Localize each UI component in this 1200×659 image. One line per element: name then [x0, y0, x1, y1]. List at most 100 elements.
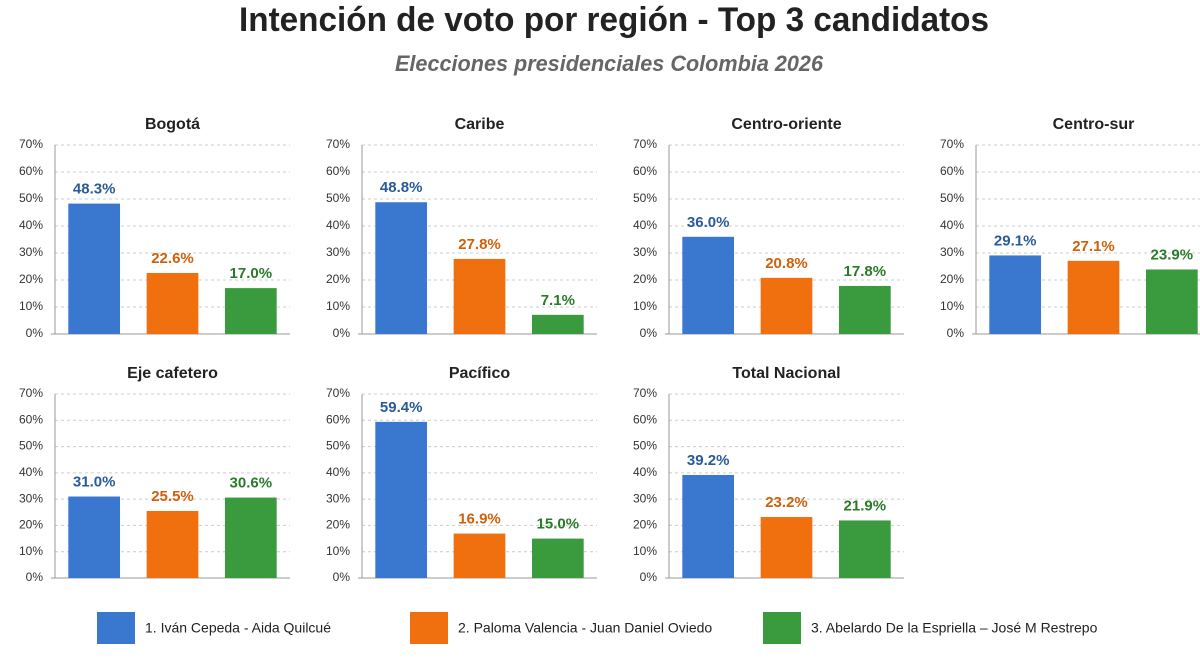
y-tick-label: 40% — [940, 218, 964, 232]
y-tick-label: 60% — [633, 164, 657, 178]
y-tick-label: 20% — [326, 272, 350, 286]
y-tick-label: 60% — [940, 164, 964, 178]
data-label: 25.5% — [151, 488, 194, 505]
y-tick-label: 70% — [633, 137, 657, 151]
data-label: 27.1% — [1072, 238, 1115, 255]
y-tick-label: 70% — [19, 137, 43, 151]
panel-title: Centro-sur — [1053, 116, 1135, 133]
y-tick-label: 50% — [633, 191, 657, 205]
bar — [1145, 269, 1198, 334]
bar — [224, 288, 277, 334]
data-label: 48.8% — [380, 179, 423, 196]
data-label: 17.0% — [230, 265, 273, 282]
data-label: 21.9% — [844, 497, 887, 514]
y-tick-label: 30% — [633, 491, 657, 505]
bar — [838, 520, 891, 578]
y-tick-label: 30% — [19, 491, 43, 505]
bar — [68, 496, 121, 578]
y-tick-label: 30% — [19, 245, 43, 259]
bar — [760, 277, 813, 334]
data-label: 36.0% — [687, 214, 730, 231]
y-tick-label: 50% — [19, 439, 43, 453]
panel-title: Pacífico — [449, 365, 511, 382]
y-tick-label: 50% — [326, 439, 350, 453]
panel-title: Total Nacional — [732, 365, 840, 382]
y-tick-label: 30% — [940, 245, 964, 259]
y-tick-label: 60% — [19, 412, 43, 426]
bar — [682, 236, 735, 334]
y-tick-label: 30% — [326, 491, 350, 505]
bar — [453, 258, 506, 334]
panel-title: Caribe — [455, 116, 505, 133]
data-label: 15.0% — [537, 516, 580, 533]
y-tick-label: 10% — [633, 299, 657, 313]
panel-title: Bogotá — [145, 116, 200, 133]
y-tick-label: 40% — [326, 218, 350, 232]
data-label: 23.2% — [765, 494, 808, 511]
y-tick-label: 50% — [19, 191, 43, 205]
y-tick-label: 10% — [19, 299, 43, 313]
bar — [760, 517, 813, 578]
y-tick-label: 50% — [633, 439, 657, 453]
y-tick-label: 0% — [947, 326, 965, 340]
bar — [1067, 260, 1120, 334]
y-tick-label: 50% — [326, 191, 350, 205]
data-label: 17.8% — [844, 263, 887, 280]
data-label: 59.4% — [380, 399, 423, 416]
bar — [989, 255, 1042, 334]
y-tick-label: 40% — [633, 465, 657, 479]
legend-swatch — [97, 612, 135, 644]
y-tick-label: 0% — [26, 326, 44, 340]
y-tick-label: 0% — [333, 326, 351, 340]
y-tick-label: 20% — [19, 272, 43, 286]
bar — [224, 497, 277, 578]
y-tick-label: 10% — [19, 544, 43, 558]
data-label: 23.9% — [1151, 246, 1194, 263]
y-tick-label: 20% — [633, 518, 657, 532]
bar — [375, 202, 428, 334]
y-tick-label: 60% — [19, 164, 43, 178]
data-label: 20.8% — [765, 255, 808, 272]
legend-label: 3. Abelardo De la Espriella – José M Res… — [811, 620, 1098, 636]
bar — [838, 285, 891, 334]
y-tick-label: 20% — [633, 272, 657, 286]
data-label: 48.3% — [73, 181, 116, 198]
y-tick-label: 10% — [633, 544, 657, 558]
y-tick-label: 70% — [326, 386, 350, 400]
bar — [146, 510, 199, 578]
y-tick-label: 10% — [326, 299, 350, 313]
data-label: 7.1% — [541, 292, 575, 309]
data-label: 16.9% — [458, 511, 501, 528]
y-tick-label: 40% — [19, 218, 43, 232]
bar — [531, 538, 584, 578]
y-tick-label: 0% — [333, 570, 351, 584]
y-tick-label: 0% — [640, 570, 658, 584]
data-label: 29.1% — [994, 232, 1037, 249]
legend-label: 1. Iván Cepeda - Aida Quilcué — [145, 620, 331, 636]
y-tick-label: 70% — [940, 137, 964, 151]
chart-title: Intención de voto por región - Top 3 can… — [239, 1, 989, 39]
legend-swatch — [410, 612, 448, 644]
y-tick-label: 0% — [26, 570, 44, 584]
bar — [531, 314, 584, 334]
y-tick-label: 30% — [633, 245, 657, 259]
y-tick-label: 20% — [326, 518, 350, 532]
y-tick-label: 60% — [326, 164, 350, 178]
y-tick-label: 10% — [940, 299, 964, 313]
data-label: 39.2% — [687, 452, 730, 469]
panel-title: Centro-oriente — [731, 116, 841, 133]
y-tick-label: 70% — [19, 386, 43, 400]
y-tick-label: 20% — [940, 272, 964, 286]
y-tick-label: 30% — [326, 245, 350, 259]
bar — [68, 203, 121, 334]
y-tick-label: 70% — [326, 137, 350, 151]
bar — [375, 421, 428, 578]
data-label: 27.8% — [458, 236, 501, 253]
y-tick-label: 50% — [940, 191, 964, 205]
data-label: 30.6% — [230, 475, 273, 492]
y-tick-label: 40% — [19, 465, 43, 479]
y-tick-label: 0% — [640, 326, 658, 340]
bar — [682, 474, 735, 578]
bar — [453, 533, 506, 578]
